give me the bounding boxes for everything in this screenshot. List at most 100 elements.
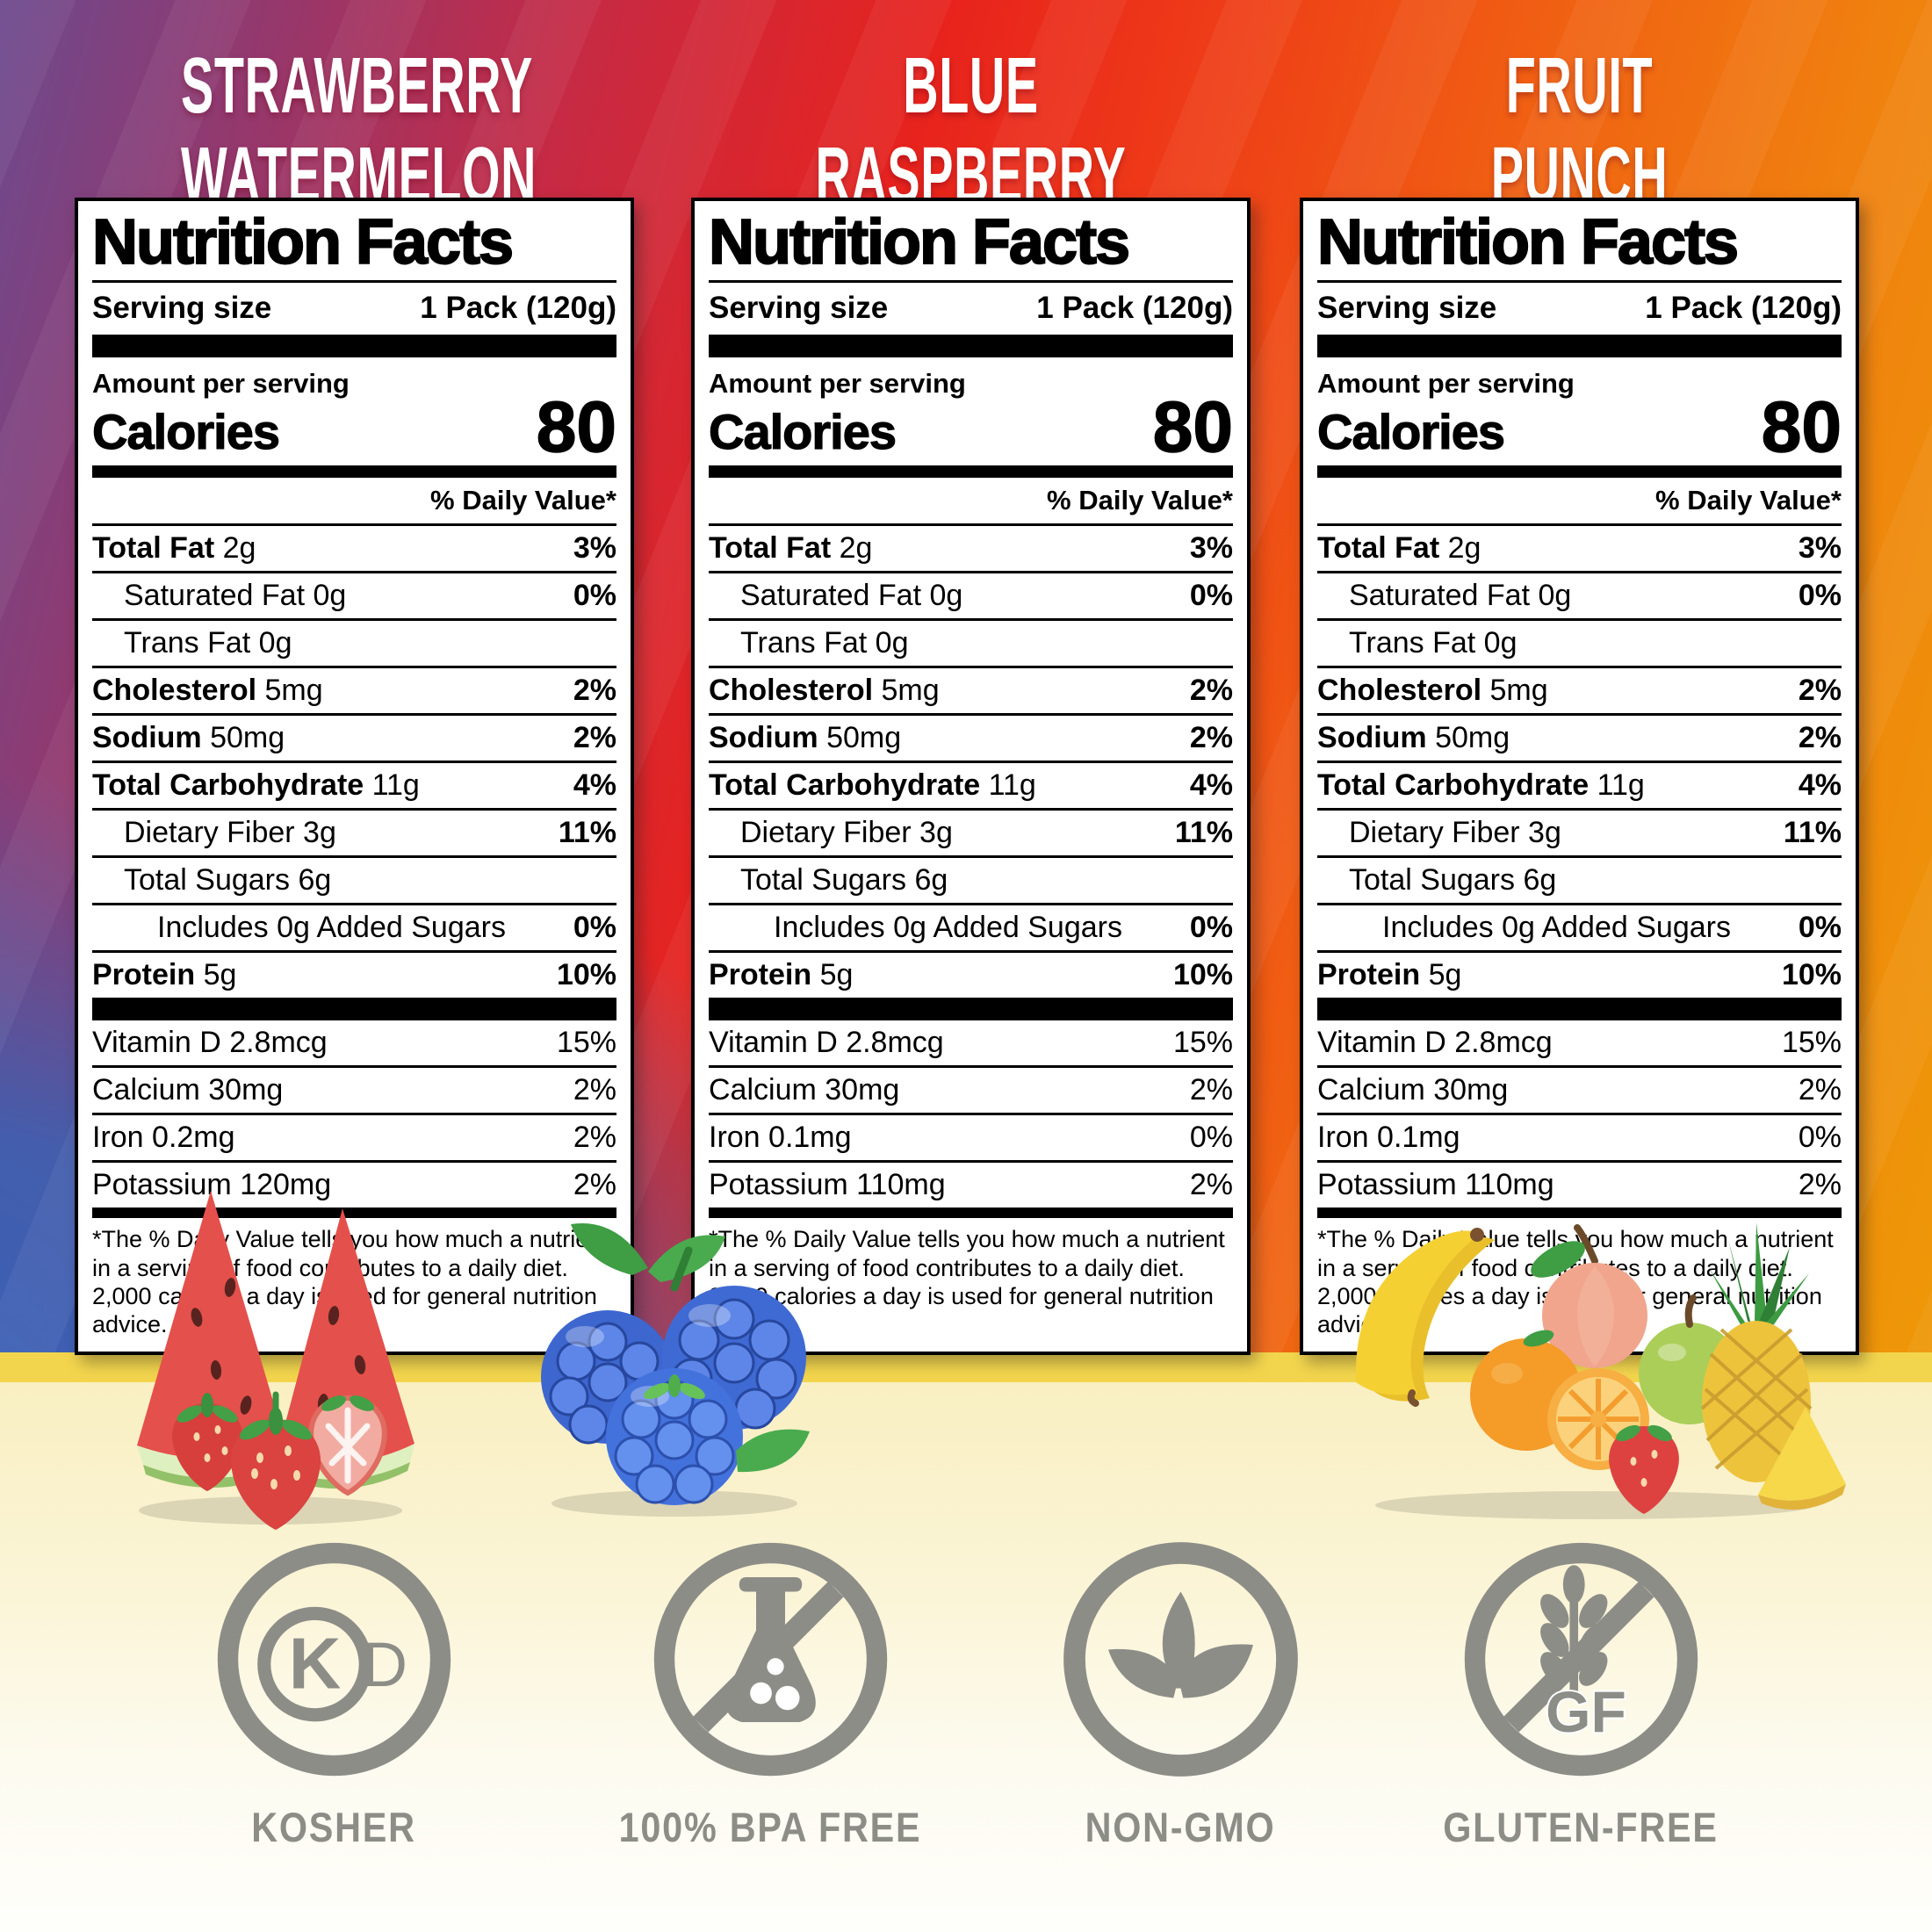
vitamin-name: Iron 0.1mg [1317,1121,1460,1155]
daily-value-header: % Daily Value* [92,478,616,527]
calories-label: Calories [91,404,280,460]
nutrient-amount: 0g [1530,579,1572,613]
nutrient-amount: 0g [921,579,963,613]
blue-raspberry-illustration [541,1223,810,1517]
flavor-title-line1: STRAWBERRY [181,42,533,130]
kosher-icon: K D [217,1542,451,1777]
badge-label: NON-GMO [1085,1804,1276,1850]
vitamin-pct: 0% [1798,1121,1842,1155]
vitamin-pct: 2% [573,1073,616,1107]
nutrient-name: Trans Fat [124,626,251,660]
strawberry-icon [172,1393,242,1491]
nutrient-amount: 50mg [1426,721,1510,755]
flavor-title: FRUIT PUNCH [1406,42,1753,220]
non-gmo-badge: NON-GMO [987,1539,1373,1851]
amount-per-serving: Amount per serving [709,367,966,399]
nutrient-pct: 0% [573,579,616,613]
nutrient-row: Total Fat 2g 3% [709,526,1233,574]
nutrient-amount: 5g [1420,958,1462,992]
thick-divider [1317,334,1842,357]
nutrient-name: Dietary Fiber [1349,816,1520,850]
vitamin-row: Potassium 110mg 2% [1317,1163,1842,1208]
bpa-free-badge: 100% BPA FREE [577,1539,963,1851]
nutrient-name: Total Sugars [124,863,290,898]
flavor-panel-blue-raspberry: BLUE RASPBERRY Nutrition Facts Serving si… [691,26,1251,1502]
vitamin-pct: 2% [1798,1073,1842,1107]
nutrient-row: Cholesterol 5mg 2% [92,668,616,717]
nutrient-amount: 11g [980,768,1036,803]
nutrient-name: Total Fat [1317,531,1440,566]
nutrient-row: Protein 5g 10% [92,953,616,998]
non-gmo-icon [1063,1542,1298,1777]
nutrient-amount: 5mg [256,674,323,708]
vitamin-row: Potassium 110mg 2% [709,1163,1233,1208]
nutrient-pct: 10% [1172,958,1233,992]
nutrient-pct: 2% [1189,674,1233,708]
nutrient-row: Total Carbohydrate 11g 4% [92,763,616,811]
pineapple-crown-icon [1709,1222,1809,1330]
thin-divider [1317,1208,1842,1219]
nutrient-pct: 11% [1174,816,1233,850]
vitamin-name: Potassium 110mg [1317,1168,1554,1202]
vitamin-name: Calcium 30mg [92,1073,284,1107]
vitamin-row: Calcium 30mg 2% [1317,1068,1842,1116]
nutrient-rows: Total Fat 2g 3% Saturated Fat 0g 0% Tran… [1317,526,1842,998]
medium-divider [1317,465,1842,479]
serving-size-value: 1 Pack (120g) [420,290,616,325]
amount-per-serving: Amount per serving [1317,367,1575,399]
vitamin-rows: Vitamin D 2.8mcg 15% Calcium 30mg 2% Iro… [1317,1020,1842,1208]
serving-size-label: Serving size [709,290,889,325]
nutrient-amount: 0g [867,626,909,660]
nutrient-amount: 6g [1515,863,1557,898]
nutrient-row: Total Fat 2g 3% [92,526,616,574]
nutrient-pct: 2% [573,674,616,708]
vitamin-name: Calcium 30mg [709,1073,900,1107]
cut-strawberry-icon [308,1395,387,1496]
nutrient-amount: 6g [290,863,332,898]
banana-icon [1355,1228,1495,1407]
nutrient-row: Trans Fat 0g [1317,621,1842,669]
vitamin-pct: 2% [1189,1073,1233,1107]
flavor-title-line1: FRUIT [1505,42,1654,130]
nutrition-facts-label: Nutrition Facts Serving size 1 Pack (120… [1300,198,1859,1355]
nutrition-facts-label: Nutrition Facts Serving size 1 Pack (120… [691,198,1251,1355]
nutrient-name: Sodium [1317,721,1427,755]
fruit-punch-illustration [1355,1222,1846,1519]
nutrient-pct: 0% [1798,579,1842,613]
nutrient-amount: 2g [831,531,873,566]
serving-size-label: Serving size [1317,290,1497,325]
vitamin-pct: 15% [1781,1026,1842,1060]
nutrient-rows: Total Fat 2g 3% Saturated Fat 0g 0% Tran… [92,526,616,998]
thin-divider [92,1208,616,1219]
daily-value-header: % Daily Value* [1317,478,1842,527]
nutrient-row: Includes 0g Added Sugars 0% [709,905,1233,954]
blue-raspberry-icon [606,1368,743,1505]
serving-size-row: Serving size 1 Pack (120g) [1317,283,1842,335]
nutrient-pct: 2% [1798,674,1842,708]
nutrient-row: Trans Fat 0g [709,621,1233,669]
nutrient-row: Sodium 50mg 2% [92,716,616,764]
nutrient-row: Total Sugars 6g [92,858,616,906]
nutrient-row: Cholesterol 5mg 2% [1317,668,1842,717]
vitamin-row: Iron 0.2mg 2% [92,1115,616,1164]
nutrient-row: Total Carbohydrate 11g 4% [1317,763,1842,811]
nutrition-facts-label: Nutrition Facts Serving size 1 Pack (120… [75,198,634,1355]
serving-size-row: Serving size 1 Pack (120g) [709,283,1233,335]
nutrient-row: Protein 5g 10% [1317,953,1842,998]
nutrient-row: Sodium 50mg 2% [1317,716,1842,764]
nutrient-row: Trans Fat 0g [92,621,616,669]
bpa-free-icon [653,1542,887,1777]
nutrient-pct: 3% [1798,531,1842,566]
nutrient-row: Total Carbohydrate 11g 4% [709,763,1233,811]
thick-divider [709,998,1233,1021]
vitamin-pct: 2% [1798,1168,1842,1202]
nutrient-name: Includes 0g Added Sugars [1382,911,1731,945]
nutrition-facts-title: Nutrition Facts [91,209,616,283]
nutrient-pct: 4% [1189,768,1233,803]
nutrient-name: Dietary Fiber [740,816,912,850]
nutrient-name: Protein [709,958,812,992]
vitamin-name: Calcium 30mg [1317,1073,1509,1107]
nutrient-row: Sodium 50mg 2% [709,716,1233,764]
nutrient-pct: 11% [1783,816,1842,850]
nutrient-name: Protein [1317,958,1421,992]
